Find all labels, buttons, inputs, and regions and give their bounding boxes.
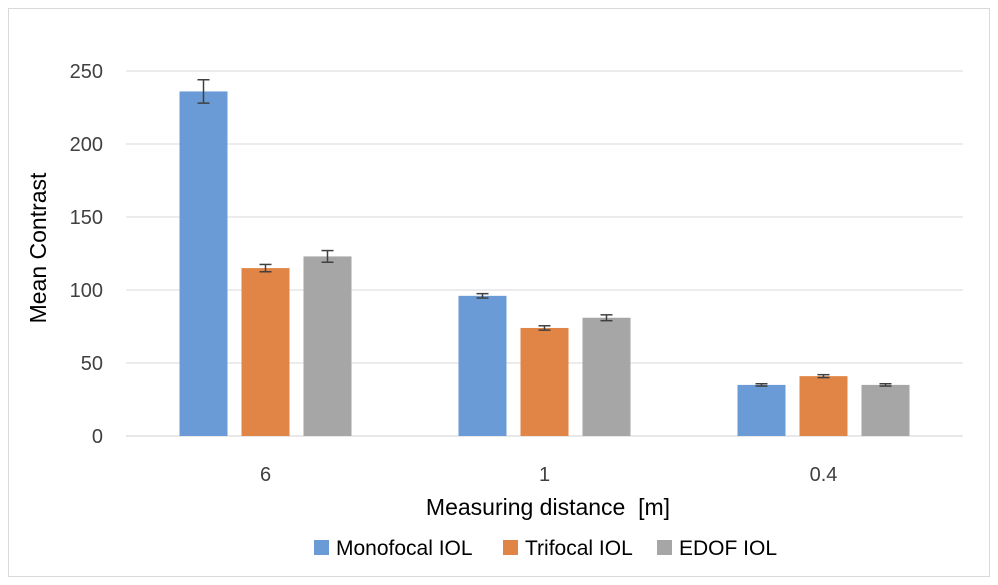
y-tick-label: 150 [70, 207, 103, 229]
y-tick-label: 50 [81, 353, 103, 375]
bar [582, 317, 631, 436]
legend-swatch [503, 540, 518, 555]
legend: Monofocal IOL Trifocal IOL EDOF IOL [314, 537, 777, 560]
y-tick-label: 250 [70, 61, 103, 83]
y-tick-label: 0 [92, 426, 103, 448]
x-tick-label: 0.4 [810, 464, 838, 486]
bar [861, 384, 910, 436]
legend-swatch [657, 540, 672, 555]
bar [241, 268, 290, 436]
bar [520, 327, 569, 436]
x-tick-label: 1 [539, 464, 550, 486]
y-tick-label: 200 [70, 134, 103, 156]
error-bars [197, 79, 892, 387]
bar [303, 256, 352, 436]
x-axis-ticks: 6 1 0.4 [260, 464, 837, 486]
y-axis-title: Mean Contrast [25, 172, 51, 323]
bar [458, 295, 507, 436]
x-axis-title: Measuring distance [m] [426, 494, 670, 520]
bars [179, 91, 910, 436]
y-axis-ticks: 0 50 100 150 200 250 [70, 61, 103, 448]
chart-frame [8, 8, 990, 577]
bar [179, 91, 228, 436]
y-tick-label: 100 [70, 280, 103, 302]
bar [737, 384, 786, 436]
legend-swatch [314, 540, 329, 555]
x-tick-label: 6 [260, 464, 271, 486]
legend-label: Monofocal IOL [336, 537, 473, 560]
bar [799, 376, 848, 436]
legend-label: EDOF IOL [679, 537, 777, 560]
legend-label: Trifocal IOL [525, 537, 633, 560]
